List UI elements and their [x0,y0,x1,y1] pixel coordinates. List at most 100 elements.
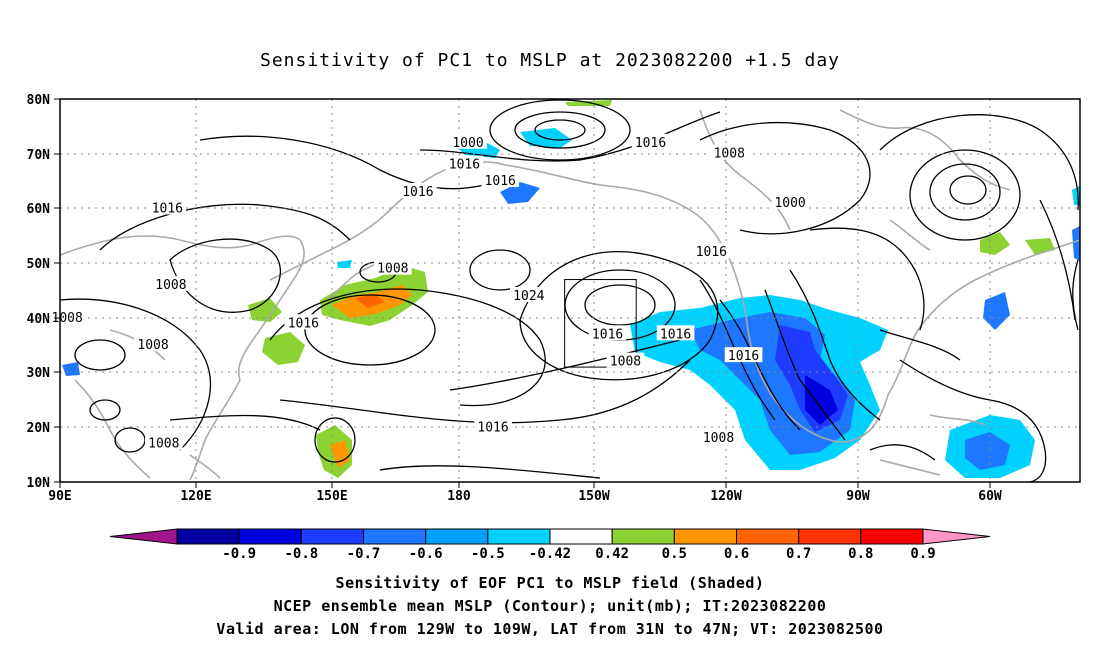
lat-label-10n: 10N [27,476,51,491]
colorbar-label: -0.42 [529,546,571,562]
contour-label: 1000 [774,196,805,211]
colorbar-swatch [425,528,489,545]
latitude-labels: 80N 70N 60N 50N 40N 30N 20N 10N [27,93,51,491]
lon-label-150e: 150E [316,489,347,504]
colorbar-swatch [736,528,800,545]
contour-label-bg [510,286,548,302]
contour-label-bg [631,133,670,149]
contour-label-bg [48,308,86,324]
contour-label: 1016 [477,420,508,435]
colorbar-label: 0.6 [724,546,749,562]
contour-label: 1008 [137,338,168,353]
colorbar-swatch [487,528,551,545]
colorbar-labels: -0.9 -0.8 -0.7 -0.6 -0.5 -0.42 0.42 0.5 0.6 0.7 0.… [222,546,935,562]
contour-label: 1000 [452,136,483,151]
contour-label-bg [148,199,187,215]
contour-label: 1008 [714,147,745,162]
colorbar-swatch [798,528,862,545]
colorbar-swatch [176,528,240,545]
colorbar-swatch [611,528,675,545]
colorbar-swatch [673,528,737,545]
colorbar-swatch [860,528,924,545]
contour-label: 1024 [513,289,544,304]
contour-label-bg [144,434,183,450]
colorbar-swatch [238,528,302,545]
colorbar-label: -0.7 [347,546,381,562]
colorbar-label: 0.5 [662,546,687,562]
contour-label-bg [692,243,731,259]
coastlines [60,109,1080,481]
contour-labels: 1000 1016 1016 1016 1016 1016 1008 1000 1016 1008… [48,133,809,452]
valid-area-box [564,279,637,368]
contour-label: 1016 [728,349,759,364]
lon-label-150w: 150W [578,489,609,504]
contour-label: 1008 [148,437,179,452]
lon-label-90w: 90W [846,489,870,504]
contour-label: 1016 [660,327,691,342]
chart-title: Sensitivity of PC1 to MSLP at 2023082200… [259,50,840,71]
colorbar-swatch [549,528,613,545]
colorbar [109,528,991,545]
colorbar-swatch [363,528,427,545]
lon-label-120e: 120E [180,489,211,504]
caption-line-3: Valid area: LON from 129W to 109W, LAT f… [216,620,884,638]
contour-label: 1008 [155,278,186,293]
contour-label: 1016 [592,327,623,342]
lat-label-60n: 60N [27,202,51,217]
contour-label-bg [445,155,484,171]
colorbar-label: -0.6 [409,546,443,562]
contour-label: 1016 [485,174,516,189]
contour-label: 1016 [288,316,319,331]
contour-label: 1016 [152,201,183,216]
contour-label: 1016 [635,136,666,151]
contour-label-bg [374,259,412,275]
contour-label-bg [399,183,437,199]
mslp-contours [60,99,1079,482]
colorbar-label: 0.42 [595,546,629,562]
contour-label-bg [134,336,172,352]
contour-label-bg [699,429,738,445]
contour-label-bg [656,325,695,341]
contour-label-bg [588,325,627,341]
colorbar-label: 0.9 [910,546,935,562]
contour-label-bg [474,418,512,434]
lat-label-20n: 20N [27,421,51,436]
map-frame [59,98,1081,483]
colorbar-label: -0.8 [284,546,318,562]
colorbar-label: -0.5 [471,546,505,562]
contour-label: 1016 [402,185,433,200]
lon-label-120w: 120W [710,489,741,504]
lat-label-30n: 30N [27,366,51,381]
colorbar-max-triangle [922,528,991,545]
contour-label-bg [152,276,190,292]
contour-label: 1016 [449,158,480,173]
longitude-labels: 90E 120E 150E 180 150W 120W 90W 60W [48,489,1002,504]
contour-label-bg [449,133,487,149]
contour-label: 1008 [377,262,408,277]
contour-label-bg [606,352,645,368]
contour-label-bg [284,314,323,330]
colorbar-label: -0.9 [222,546,256,562]
contour-label: 1008 [610,355,641,370]
colorbar-min-triangle [109,528,178,545]
lon-label-180: 180 [447,489,471,504]
colorbar-label: 0.8 [848,546,873,562]
contour-label: 1008 [703,431,734,446]
contour-label: 1016 [696,245,727,260]
contour-label-bg [771,193,809,209]
lon-label-90e: 90E [48,489,71,504]
lon-label-60w: 60W [978,489,1002,504]
colorbar-swatch [300,528,365,545]
tick-marks [54,98,991,488]
lat-label-80n: 80N [27,93,51,108]
caption-line-1: Sensitivity of EOF PC1 to MSLP field (Sh… [335,574,765,592]
lat-label-70n: 70N [27,148,51,163]
lat-label-50n: 50N [27,257,51,272]
contour-label-bg [724,347,763,363]
lat-label-40n: 40N [27,312,51,327]
contour-label-bg [710,144,749,160]
caption-line-2: NCEP ensemble mean MSLP (Contour); unit(… [273,597,827,615]
colorbar-label: 0.7 [786,546,811,562]
contour-label-bg [481,172,520,188]
